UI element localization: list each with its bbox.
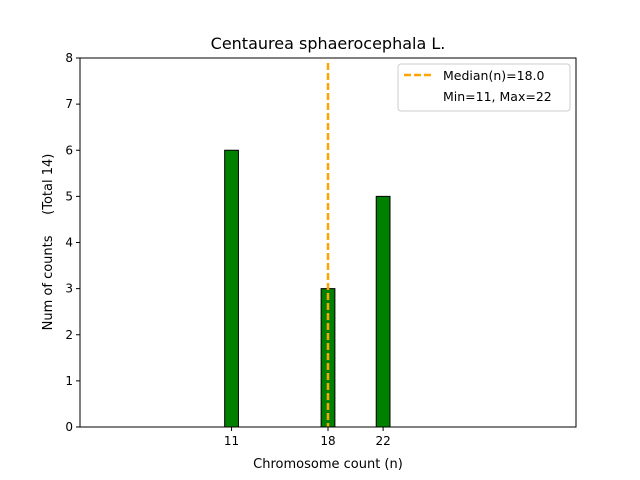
legend-box (397, 63, 571, 112)
y-axis-label: Num of counts (Total 14) (41, 154, 56, 331)
bar-11 (224, 149, 239, 428)
y-tick-label: 4 (65, 236, 73, 250)
bars-group (224, 149, 391, 428)
chart-title: Centaurea sphaerocephala L. (211, 34, 446, 53)
x-tick-label: 11 (224, 434, 239, 448)
y-tick-label: 5 (65, 189, 73, 203)
y-axis: 0 1 2 3 4 5 6 7 8 (65, 51, 80, 434)
bar-22 (375, 195, 391, 428)
x-tick-label: 18 (320, 434, 335, 448)
legend-entry-median: Median(n)=18.0 (443, 68, 544, 83)
x-axis: 11 18 22 (224, 427, 391, 448)
y-tick-label: 2 (65, 328, 73, 342)
y-tick-label: 1 (65, 374, 73, 388)
y-tick-label: 0 (65, 420, 73, 434)
x-tick-label: 22 (375, 434, 390, 448)
y-tick-label: 8 (65, 51, 73, 65)
y-tick-label: 6 (65, 143, 73, 157)
legend-entry-range: Min=11, Max=22 (443, 89, 552, 104)
x-axis-label: Chromosome count (n) (253, 457, 403, 472)
legend: Median(n)=18.0 Min=11, Max=22 (397, 63, 571, 112)
y-tick-label: 3 (65, 282, 73, 296)
y-tick-label: 7 (65, 97, 73, 111)
